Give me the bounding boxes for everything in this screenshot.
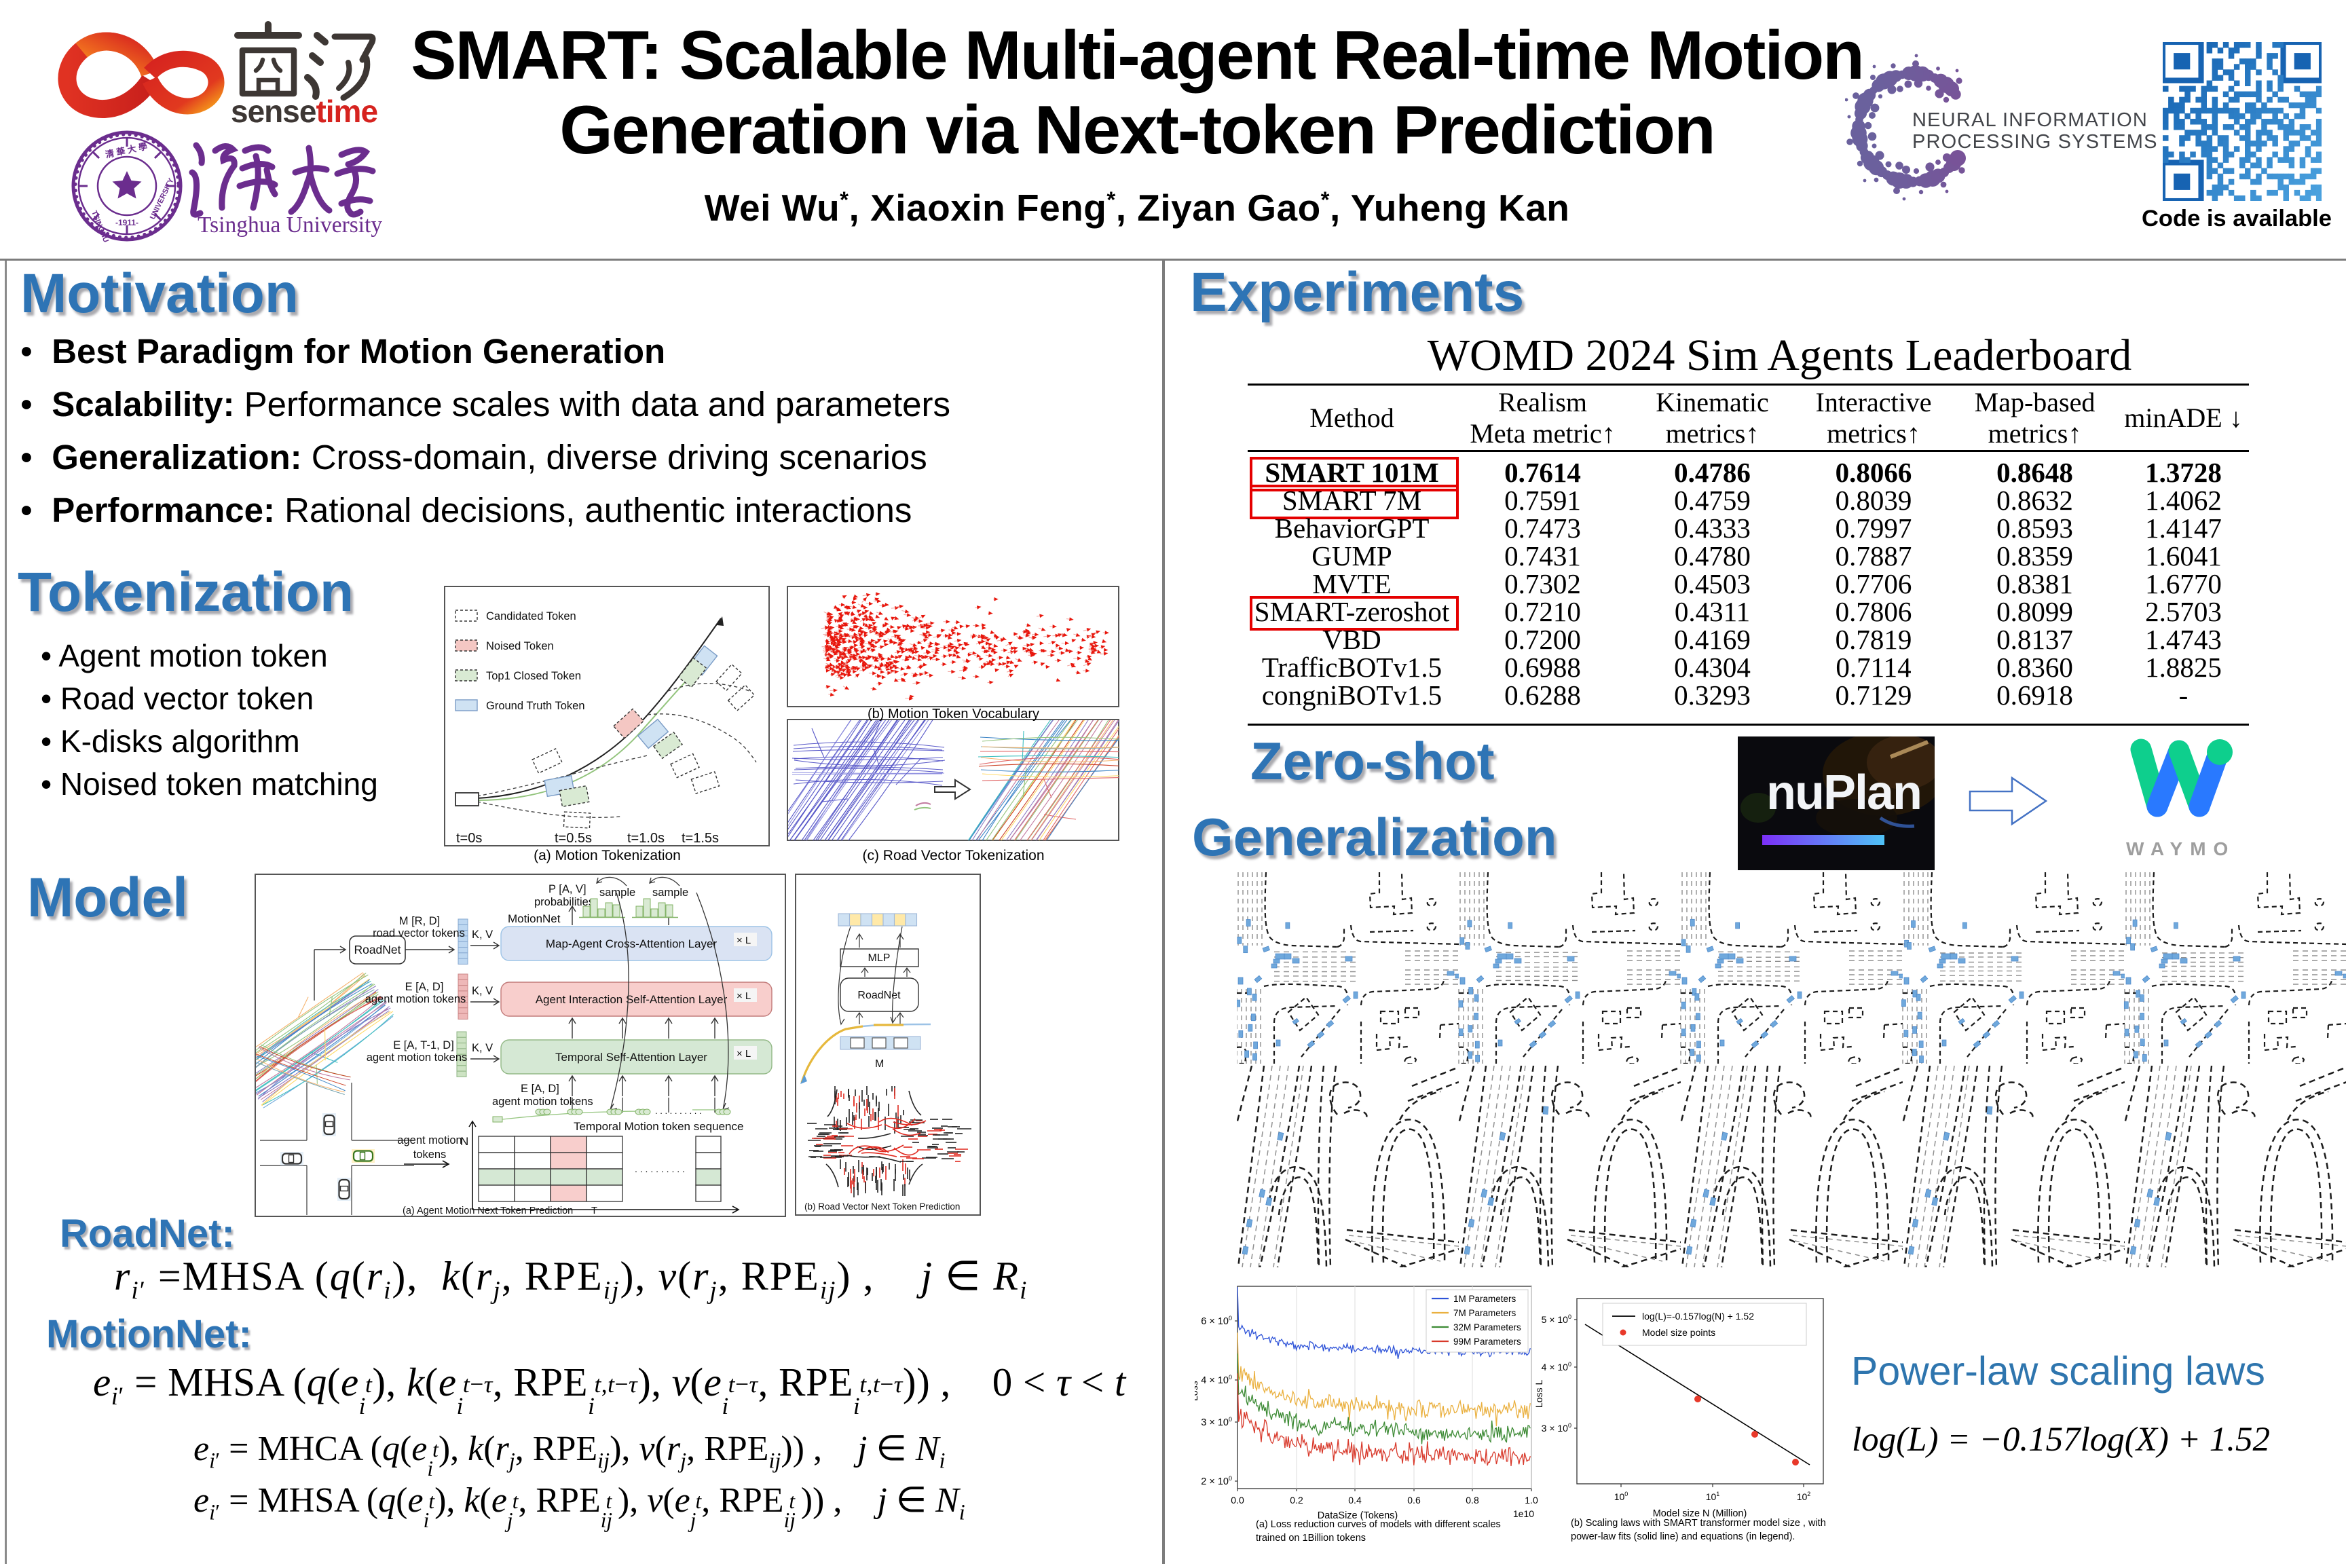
svg-text:32M Parameters: 32M Parameters [1453, 1322, 1521, 1332]
svg-text:× L: × L [737, 990, 751, 1002]
svg-text:99M Parameters: 99M Parameters [1453, 1337, 1521, 1347]
svg-text:(b) Scaling laws with SMART tr: (b) Scaling laws with SMART transformer … [1571, 1518, 1826, 1529]
svg-text:6 × 100: 6 × 100 [1201, 1315, 1232, 1327]
svg-text:Map-Agent Cross-Attention Lay: Map-Agent Cross-Attention Layer [546, 937, 718, 950]
svg-text:Tsinghua University: Tsinghua University [198, 212, 382, 238]
svg-text:0.2: 0.2 [1290, 1495, 1303, 1506]
svg-text:K, V: K, V [472, 929, 493, 941]
svg-text:102: 102 [1797, 1491, 1811, 1502]
svg-text:(b) Road Vector Next Token Pre: (b) Road Vector Next Token Prediction [804, 1201, 960, 1212]
svg-text:-1911-: -1911- [115, 218, 138, 227]
svg-text:agent motion tokens: agent motion tokens [367, 1051, 468, 1064]
svg-text:. . . . . . . . . .: . . . . . . . . . . [655, 1106, 702, 1116]
svg-text:K, V: K, V [472, 985, 493, 997]
svg-text:NEURAL INFORMATION: NEURAL INFORMATION [1912, 109, 2148, 131]
svg-text:Temporal Motion token sequence: Temporal Motion token sequence [574, 1120, 743, 1133]
svg-text:t=1.0s: t=1.0s [627, 831, 665, 846]
svg-text:M [R, D]: M [R, D] [399, 915, 441, 927]
svg-text:. . . . . . . . . .: . . . . . . . . . . [635, 1163, 685, 1174]
svg-text:× L: × L [737, 935, 751, 946]
svg-text:Loss: Loss [1195, 1381, 1199, 1401]
svg-text:tokens: tokens [413, 1149, 447, 1161]
svg-text:E [A, T-1, D]: E [A, T-1, D] [393, 1039, 454, 1051]
svg-text:E [A, D]: E [A, D] [405, 981, 444, 993]
svg-text:3 × 100: 3 × 100 [1201, 1416, 1232, 1428]
svg-text:t=0.5s: t=0.5s [555, 831, 592, 846]
svg-text:× L: × L [737, 1048, 751, 1060]
svg-text:log(L)=-0.157log(N) + 1.52: log(L)=-0.157log(N) + 1.52 [1642, 1311, 1754, 1322]
svg-text:RoadNet: RoadNet [354, 943, 401, 956]
svg-text:t=1.5s: t=1.5s [682, 831, 719, 846]
svg-text:power-law fits (solid line) an: power-law fits (solid line) and equation… [1571, 1531, 1795, 1542]
svg-text:5 × 100: 5 × 100 [1542, 1313, 1571, 1325]
svg-text:Top1 Closed Token: Top1 Closed Token [486, 670, 581, 682]
svg-text:7M Parameters: 7M Parameters [1453, 1308, 1516, 1318]
svg-text:0.0: 0.0 [1231, 1495, 1244, 1506]
svg-text:RoadNet: RoadNet [857, 990, 901, 1001]
svg-text:trained on 1Billion tokens: trained on 1Billion tokens [1256, 1533, 1366, 1544]
svg-text:t=0s: t=0s [456, 831, 482, 846]
svg-text:sensetime: sensetime [231, 94, 377, 127]
svg-text:WAYMO: WAYMO [2126, 838, 2235, 859]
svg-text:0.8: 0.8 [1466, 1495, 1479, 1506]
svg-text:(a) Agent Motion Next Token Pr: (a) Agent Motion Next Token Prediction [403, 1206, 573, 1216]
svg-text:101: 101 [1706, 1491, 1720, 1502]
svg-text:(a) Loss reduction curves of m: (a) Loss reduction curves of models with… [1256, 1519, 1501, 1530]
svg-text:Agent Interaction Self-Attenti: Agent Interaction Self-Attention Layer [536, 993, 728, 1006]
svg-text:0.6: 0.6 [1407, 1495, 1421, 1506]
svg-text:T: T [591, 1206, 597, 1216]
svg-text:0.4: 0.4 [1348, 1495, 1362, 1506]
svg-text:PROCESSING SYSTEMS: PROCESSING SYSTEMS [1912, 131, 2158, 153]
svg-text:Temporal Self-Attention Layer: Temporal Self-Attention Layer [555, 1051, 707, 1064]
svg-text:N: N [460, 1135, 468, 1148]
svg-text:4 × 100: 4 × 100 [1542, 1361, 1571, 1373]
svg-text:agent motion: agent motion [397, 1134, 462, 1146]
svg-text:Model size points: Model size points [1642, 1327, 1715, 1338]
svg-text:M: M [875, 1058, 884, 1070]
svg-text:3 × 100: 3 × 100 [1542, 1422, 1571, 1434]
svg-text:agent motion tokens: agent motion tokens [492, 1096, 593, 1108]
svg-text:Candidated Token: Candidated Token [486, 610, 576, 622]
svg-text:nuPlan: nuPlan [1766, 766, 1921, 820]
svg-text:1M Parameters: 1M Parameters [1453, 1294, 1516, 1304]
svg-text:100: 100 [1614, 1491, 1628, 1502]
svg-text:Ground Truth Token: Ground Truth Token [486, 700, 585, 712]
svg-text:K, V: K, V [472, 1042, 493, 1054]
svg-text:2 × 100: 2 × 100 [1201, 1475, 1232, 1487]
svg-text:Noised Token: Noised Token [486, 640, 554, 652]
svg-text:P [A, V]: P [A, V] [548, 883, 586, 895]
svg-text:agent motion tokens: agent motion tokens [365, 993, 466, 1005]
svg-text:E [A, D]: E [A, D] [521, 1083, 559, 1095]
svg-text:road vector tokens: road vector tokens [373, 927, 465, 939]
svg-text:Loss L: Loss L [1533, 1380, 1544, 1408]
svg-text:4 × 100: 4 × 100 [1201, 1374, 1232, 1386]
svg-text:MotionNet: MotionNet [508, 912, 561, 925]
svg-text:MLP: MLP [868, 952, 891, 964]
svg-text:sample: sample [652, 886, 688, 899]
